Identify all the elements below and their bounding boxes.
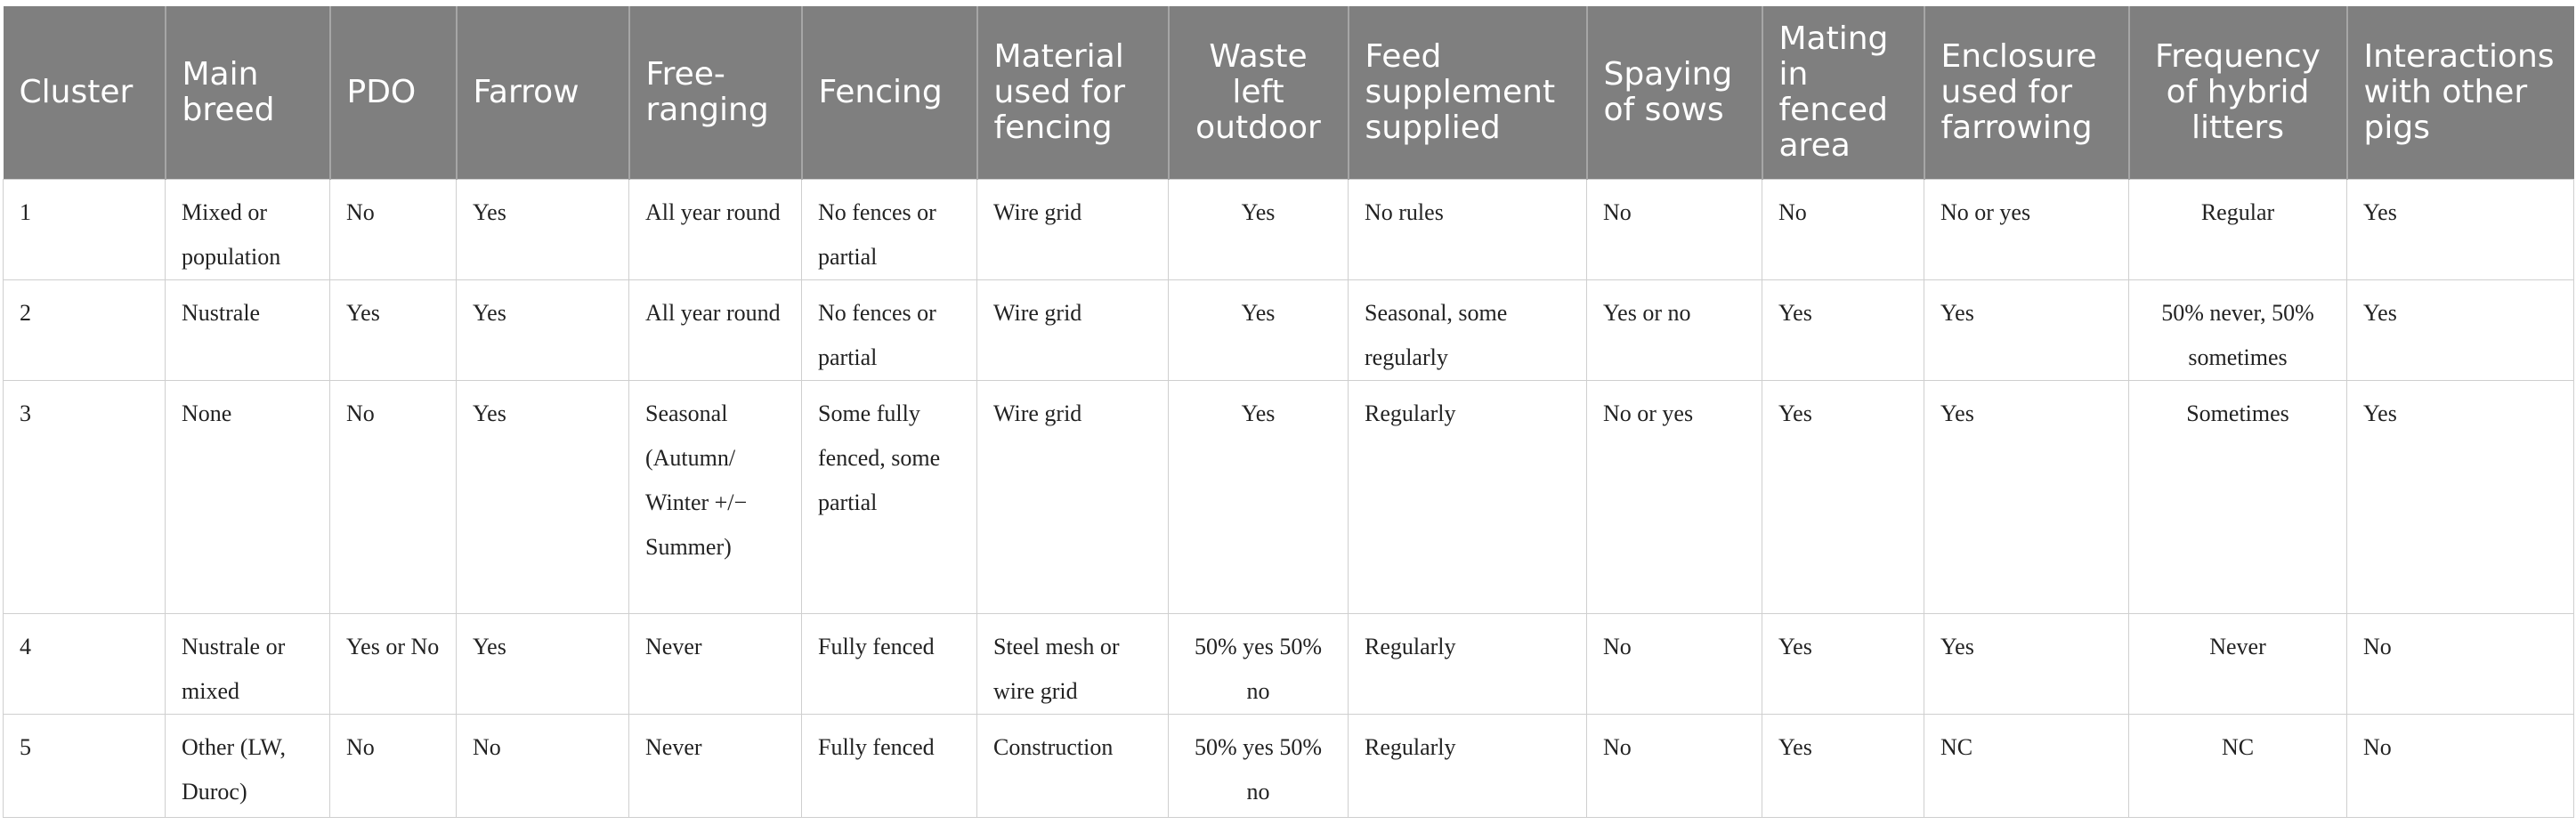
header-main-breed: Main breed — [164, 6, 330, 179]
header-farrow: Farrow — [455, 6, 629, 179]
cell-pdo: Yes — [329, 279, 457, 381]
cell-spaying-sows: No — [1586, 612, 1762, 715]
cell-feed-supplement: Seasonal, some regularly — [1348, 279, 1587, 381]
cell-mating-fenced-area: No — [1762, 178, 1924, 280]
header-interactions-pigs: Interactions with other pigs — [2345, 6, 2574, 179]
cell-farrow: Yes — [456, 178, 629, 280]
cell-material-fencing: Wire grid — [976, 178, 1169, 280]
header-feed-supplement: Feed supplement supplied — [1347, 6, 1587, 179]
cell-feed-supplement: Regularly — [1348, 713, 1587, 818]
cell-hybrid-litters: Regular — [2128, 178, 2347, 280]
cell-main-breed: Other (LW, Duroc) — [165, 713, 330, 818]
cell-enclosure-farrowing: No or yes — [1924, 178, 2129, 280]
cell-interactions-pigs: No — [2346, 713, 2574, 818]
cell-waste-left-outdoor: Yes — [1168, 279, 1349, 381]
cell-mating-fenced-area: Yes — [1762, 713, 1924, 818]
cell-free-ranging: Never — [628, 612, 802, 715]
cell-enclosure-farrowing: Yes — [1924, 279, 2129, 381]
cell-cluster: 2 — [3, 279, 166, 381]
cell-waste-left-outdoor: Yes — [1168, 178, 1349, 280]
cell-material-fencing: Wire grid — [976, 279, 1169, 381]
cell-interactions-pigs: Yes — [2346, 279, 2574, 381]
cell-mating-fenced-area: Yes — [1762, 612, 1924, 715]
cell-mating-fenced-area: Yes — [1762, 279, 1924, 381]
header-waste-left-outdoor: Waste left outdoor — [1167, 6, 1349, 179]
table-row: 3 None No Yes Seasonal (Autumn/ Winter +… — [3, 379, 2574, 614]
cell-waste-left-outdoor: 50% yes 50% no — [1168, 713, 1349, 818]
cell-hybrid-litters: NC — [2128, 713, 2347, 818]
cell-fencing: Fully fenced — [801, 713, 977, 818]
cell-cluster: 4 — [3, 612, 166, 715]
header-enclosure-farrowing: Enclosure used for farrowing — [1923, 6, 2129, 179]
cell-fencing: No fences or partial — [801, 178, 977, 280]
cell-feed-supplement: Regularly — [1348, 379, 1587, 614]
header-pdo: PDO — [328, 6, 457, 179]
cell-material-fencing: Construction — [976, 713, 1169, 818]
header-fencing: Fencing — [800, 6, 977, 179]
cell-enclosure-farrowing: Yes — [1924, 612, 2129, 715]
cell-main-breed: None — [165, 379, 330, 614]
cell-spaying-sows: No — [1586, 713, 1762, 818]
header-material-fencing: Material used for fencing — [976, 6, 1169, 179]
table-header: Cluster Main breed PDO Farrow Free-rangi… — [3, 6, 2574, 179]
cell-farrow: Yes — [456, 379, 629, 614]
cell-pdo: No — [329, 713, 457, 818]
cell-spaying-sows: No — [1586, 178, 1762, 280]
cell-farrow: No — [456, 713, 629, 818]
table-body: 1 Mixed or population No Yes All year ro… — [3, 178, 2574, 818]
cell-hybrid-litters: Sometimes — [2128, 379, 2347, 614]
cell-main-breed: Nustrale — [165, 279, 330, 381]
cell-farrow: Yes — [456, 279, 629, 381]
cell-enclosure-farrowing: Yes — [1924, 379, 2129, 614]
header-cluster: Cluster — [3, 6, 166, 179]
cell-waste-left-outdoor: Yes — [1168, 379, 1349, 614]
header-mating-fenced-area: Mating in fenced area — [1761, 6, 1924, 179]
header-free-ranging: Free-ranging — [628, 6, 802, 179]
cell-free-ranging: All year round — [628, 178, 802, 280]
cell-free-ranging: All year round — [628, 279, 802, 381]
table-row: 1 Mixed or population No Yes All year ro… — [3, 178, 2574, 280]
cell-main-breed: Nustrale or mixed — [165, 612, 330, 715]
cell-pdo: No — [329, 379, 457, 614]
cell-cluster: 1 — [3, 178, 166, 280]
cell-feed-supplement: No rules — [1348, 178, 1587, 280]
cell-waste-left-outdoor: 50% yes 50% no — [1168, 612, 1349, 715]
cell-free-ranging: Never — [628, 713, 802, 818]
cell-feed-supplement: Regularly — [1348, 612, 1587, 715]
cell-enclosure-farrowing: NC — [1924, 713, 2129, 818]
cell-interactions-pigs: Yes — [2346, 178, 2574, 280]
cell-free-ranging: Seasonal (Autumn/ Winter +/− Summer) — [628, 379, 802, 614]
cell-spaying-sows: No or yes — [1586, 379, 1762, 614]
table-row: 5 Other (LW, Duroc) No No Never Fully fe… — [3, 713, 2574, 818]
cell-pdo: Yes or No — [329, 612, 457, 715]
cell-hybrid-litters: 50% never, 50% sometimes — [2128, 279, 2347, 381]
table-row: 4 Nustrale or mixed Yes or No Yes Never … — [3, 612, 2574, 715]
cell-main-breed: Mixed or population — [165, 178, 330, 280]
table-row: 2 Nustrale Yes Yes All year round No fen… — [3, 279, 2574, 381]
cell-hybrid-litters: Never — [2128, 612, 2347, 715]
cell-mating-fenced-area: Yes — [1762, 379, 1924, 614]
cell-fencing: Some fully fenced, some partial — [801, 379, 977, 614]
data-table: Cluster Main breed PDO Farrow Free-rangi… — [3, 6, 2574, 818]
cell-interactions-pigs: No — [2346, 612, 2574, 715]
cell-interactions-pigs: Yes — [2346, 379, 2574, 614]
cell-cluster: 3 — [3, 379, 166, 614]
cell-farrow: Yes — [456, 612, 629, 715]
cell-fencing: Fully fenced — [801, 612, 977, 715]
cell-cluster: 5 — [3, 713, 166, 818]
header-row: Cluster Main breed PDO Farrow Free-rangi… — [3, 6, 2574, 179]
cell-pdo: No — [329, 178, 457, 280]
cell-fencing: No fences or partial — [801, 279, 977, 381]
header-spaying-sows: Spaying of sows — [1585, 6, 1762, 179]
header-hybrid-litters: Frequency of hybrid litters — [2127, 6, 2347, 179]
cell-material-fencing: Steel mesh or wire grid — [976, 612, 1169, 715]
cell-spaying-sows: Yes or no — [1586, 279, 1762, 381]
cell-material-fencing: Wire grid — [976, 379, 1169, 614]
